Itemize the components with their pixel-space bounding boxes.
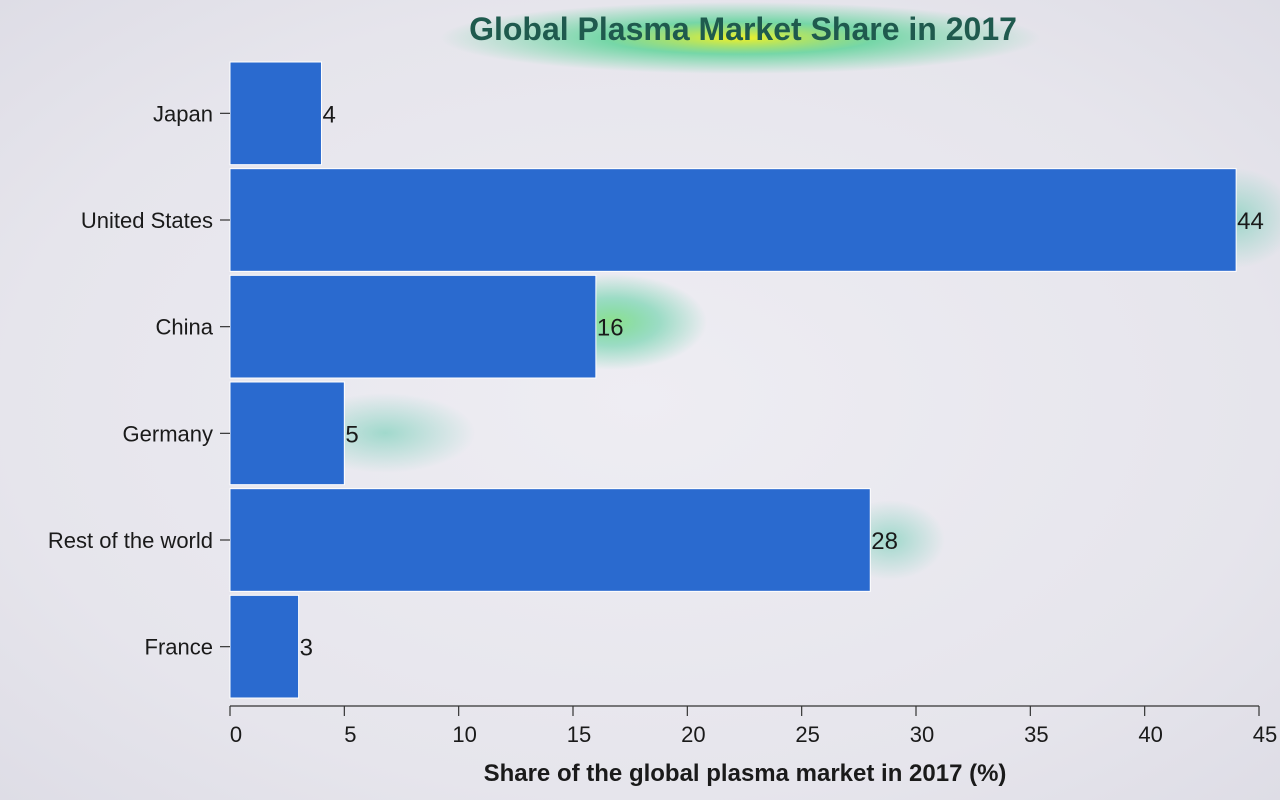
data-label-france: 3 (300, 635, 313, 662)
data-label-united-states: 44 (1237, 208, 1264, 235)
x-tick-label-20: 20 (681, 722, 705, 747)
x-tick-label-5: 5 (344, 722, 356, 747)
x-tick-label-25: 25 (795, 722, 819, 747)
category-label-united-states: United States (81, 208, 213, 233)
category-label-japan: Japan (153, 101, 213, 126)
category-axis: Japan United States China Germany Rest of th… (48, 101, 230, 660)
category-label-france: France (145, 635, 213, 660)
x-tick-label-0: 0 (230, 722, 242, 747)
bar-japan (229, 61, 322, 166)
x-tick-label-15: 15 (567, 722, 591, 747)
category-label-germany: Germany (123, 421, 213, 446)
bar-germany (229, 381, 345, 486)
bar-united-states (229, 168, 1237, 272)
x-axis-title: Share of the global plasma market in 201… (484, 760, 1007, 787)
chart-title: Global Plasma Market Share in 2017 (469, 11, 1017, 47)
category-label-china: China (156, 315, 214, 340)
title-glow (440, 2, 1040, 74)
x-tick-label-40: 40 (1138, 722, 1162, 747)
data-label-japan: 4 (322, 101, 335, 128)
x-tick-label-35: 35 (1024, 722, 1048, 747)
category-label-rest-of-the-world: Rest of the world (48, 528, 213, 553)
x-tick-label-45: 45 (1253, 722, 1277, 747)
bars-group (229, 61, 1237, 699)
x-tick-label-30: 30 (910, 722, 934, 747)
x-tick-label-10: 10 (452, 722, 476, 747)
bar-china (229, 274, 597, 379)
bar-france (229, 594, 300, 699)
data-label-germany: 5 (345, 421, 358, 448)
value-axis: 0 5 10 15 20 25 30 35 40 45 (229, 705, 1277, 747)
bar-rest-of-the-world (229, 488, 871, 592)
data-label-china: 16 (597, 315, 624, 342)
data-label-rest-of-the-world: 28 (871, 528, 898, 555)
